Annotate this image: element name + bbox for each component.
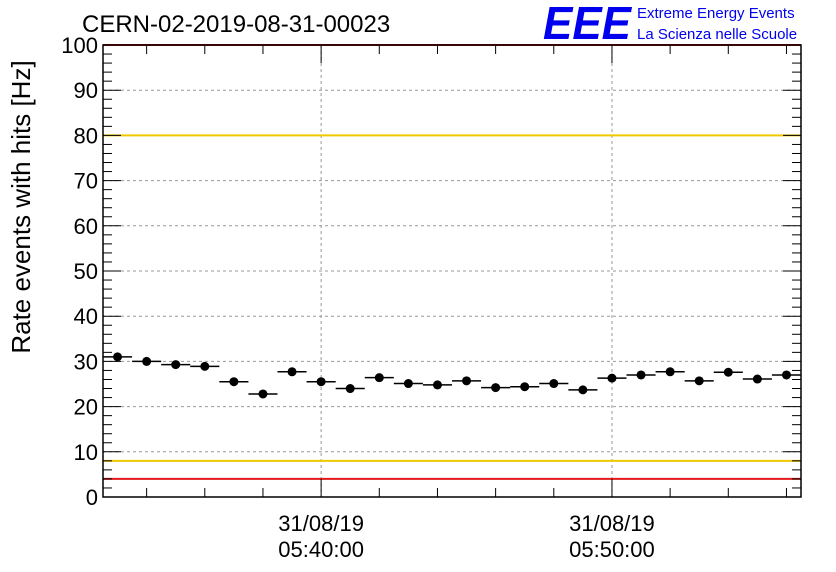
data-point xyxy=(374,373,384,383)
y-tick-label: 70 xyxy=(74,169,98,194)
data-point xyxy=(462,376,472,386)
reference-lines xyxy=(103,44,801,480)
y-tick-label: 40 xyxy=(74,304,98,329)
y-tick-label: 0 xyxy=(86,485,98,510)
data-point xyxy=(520,382,530,392)
data-point xyxy=(287,367,297,377)
y-tick-label: 10 xyxy=(74,440,98,465)
y-tick-label: 20 xyxy=(74,395,98,420)
data-point xyxy=(549,379,559,389)
axis-ticks xyxy=(103,44,801,498)
y-tick-label: 50 xyxy=(74,259,98,284)
y-axis-label: Rate events with hits [Hz] xyxy=(6,60,36,353)
data-point xyxy=(345,384,355,394)
data-point xyxy=(403,379,413,389)
grid-lines xyxy=(103,45,801,497)
logo-line-1: Extreme Energy Events xyxy=(637,5,795,22)
logo-line-2: La Scienza nelle Scuole xyxy=(637,26,797,43)
data-point xyxy=(113,352,123,362)
data-point xyxy=(200,361,210,371)
data-point xyxy=(142,356,152,366)
eee-logo-mark: EEE xyxy=(543,0,632,49)
y-tick-label: 60 xyxy=(74,214,98,239)
x-tick-label-time: 05:50:00 xyxy=(569,537,655,562)
data-point xyxy=(258,389,268,399)
data-point xyxy=(171,360,181,370)
y-tick-labels: 0 10 20 30 40 50 60 70 80 90 100 xyxy=(61,33,98,510)
data-series xyxy=(103,352,801,399)
data-point xyxy=(607,373,617,383)
data-point xyxy=(578,385,588,395)
y-tick-label: 80 xyxy=(74,123,98,148)
data-point xyxy=(229,377,239,387)
data-point xyxy=(781,370,791,380)
x-tick-label-time: 05:40:00 xyxy=(278,537,364,562)
y-tick-label: 100 xyxy=(61,33,98,58)
x-tick-label-date: 31/08/19 xyxy=(278,511,364,536)
y-tick-label: 90 xyxy=(74,78,98,103)
data-point xyxy=(432,380,442,390)
data-point xyxy=(752,374,762,384)
data-point xyxy=(636,370,646,380)
data-point xyxy=(316,377,326,387)
data-point xyxy=(665,367,675,377)
data-point xyxy=(694,376,704,386)
x-tick-label-date: 31/08/19 xyxy=(569,511,655,536)
data-point xyxy=(491,383,501,393)
data-point xyxy=(723,367,733,377)
eee-logo: EEE Extreme Energy Events La Scienza nel… xyxy=(543,0,797,49)
y-tick-label: 30 xyxy=(74,349,98,374)
chart-title: CERN-02-2019-08-31-00023 xyxy=(82,11,390,38)
